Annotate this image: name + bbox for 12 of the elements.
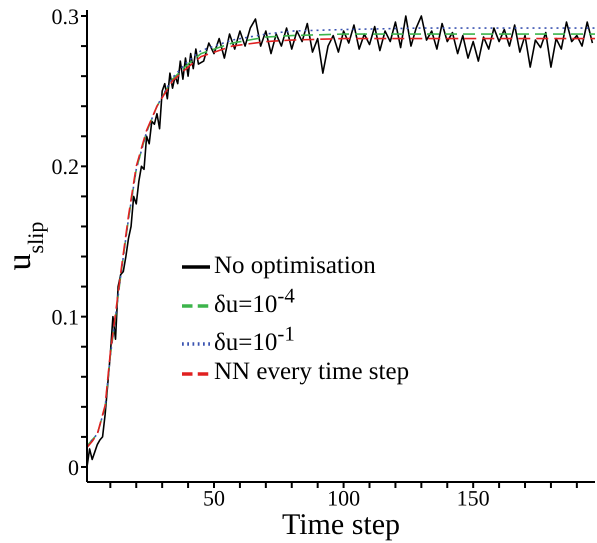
x-tick-label: 50 <box>203 486 225 511</box>
y-tick-label: 0.3 <box>52 4 79 29</box>
y-tick-label: 0.1 <box>52 304 79 330</box>
legend-label: No optimisation <box>214 252 376 279</box>
x-tick-label: 100 <box>327 486 360 511</box>
legend-label: δu=10$^{-1}$ <box>214 322 295 356</box>
legend-label: δu=10$^{-4}$ <box>214 283 295 318</box>
y-tick-label: 0 <box>68 454 79 480</box>
y-tick-label: 0.2 <box>52 154 79 180</box>
x-tick-label: 150 <box>456 486 490 511</box>
x-axis-title: Time step <box>282 508 400 541</box>
legend-label: NN every time step <box>214 358 410 386</box>
